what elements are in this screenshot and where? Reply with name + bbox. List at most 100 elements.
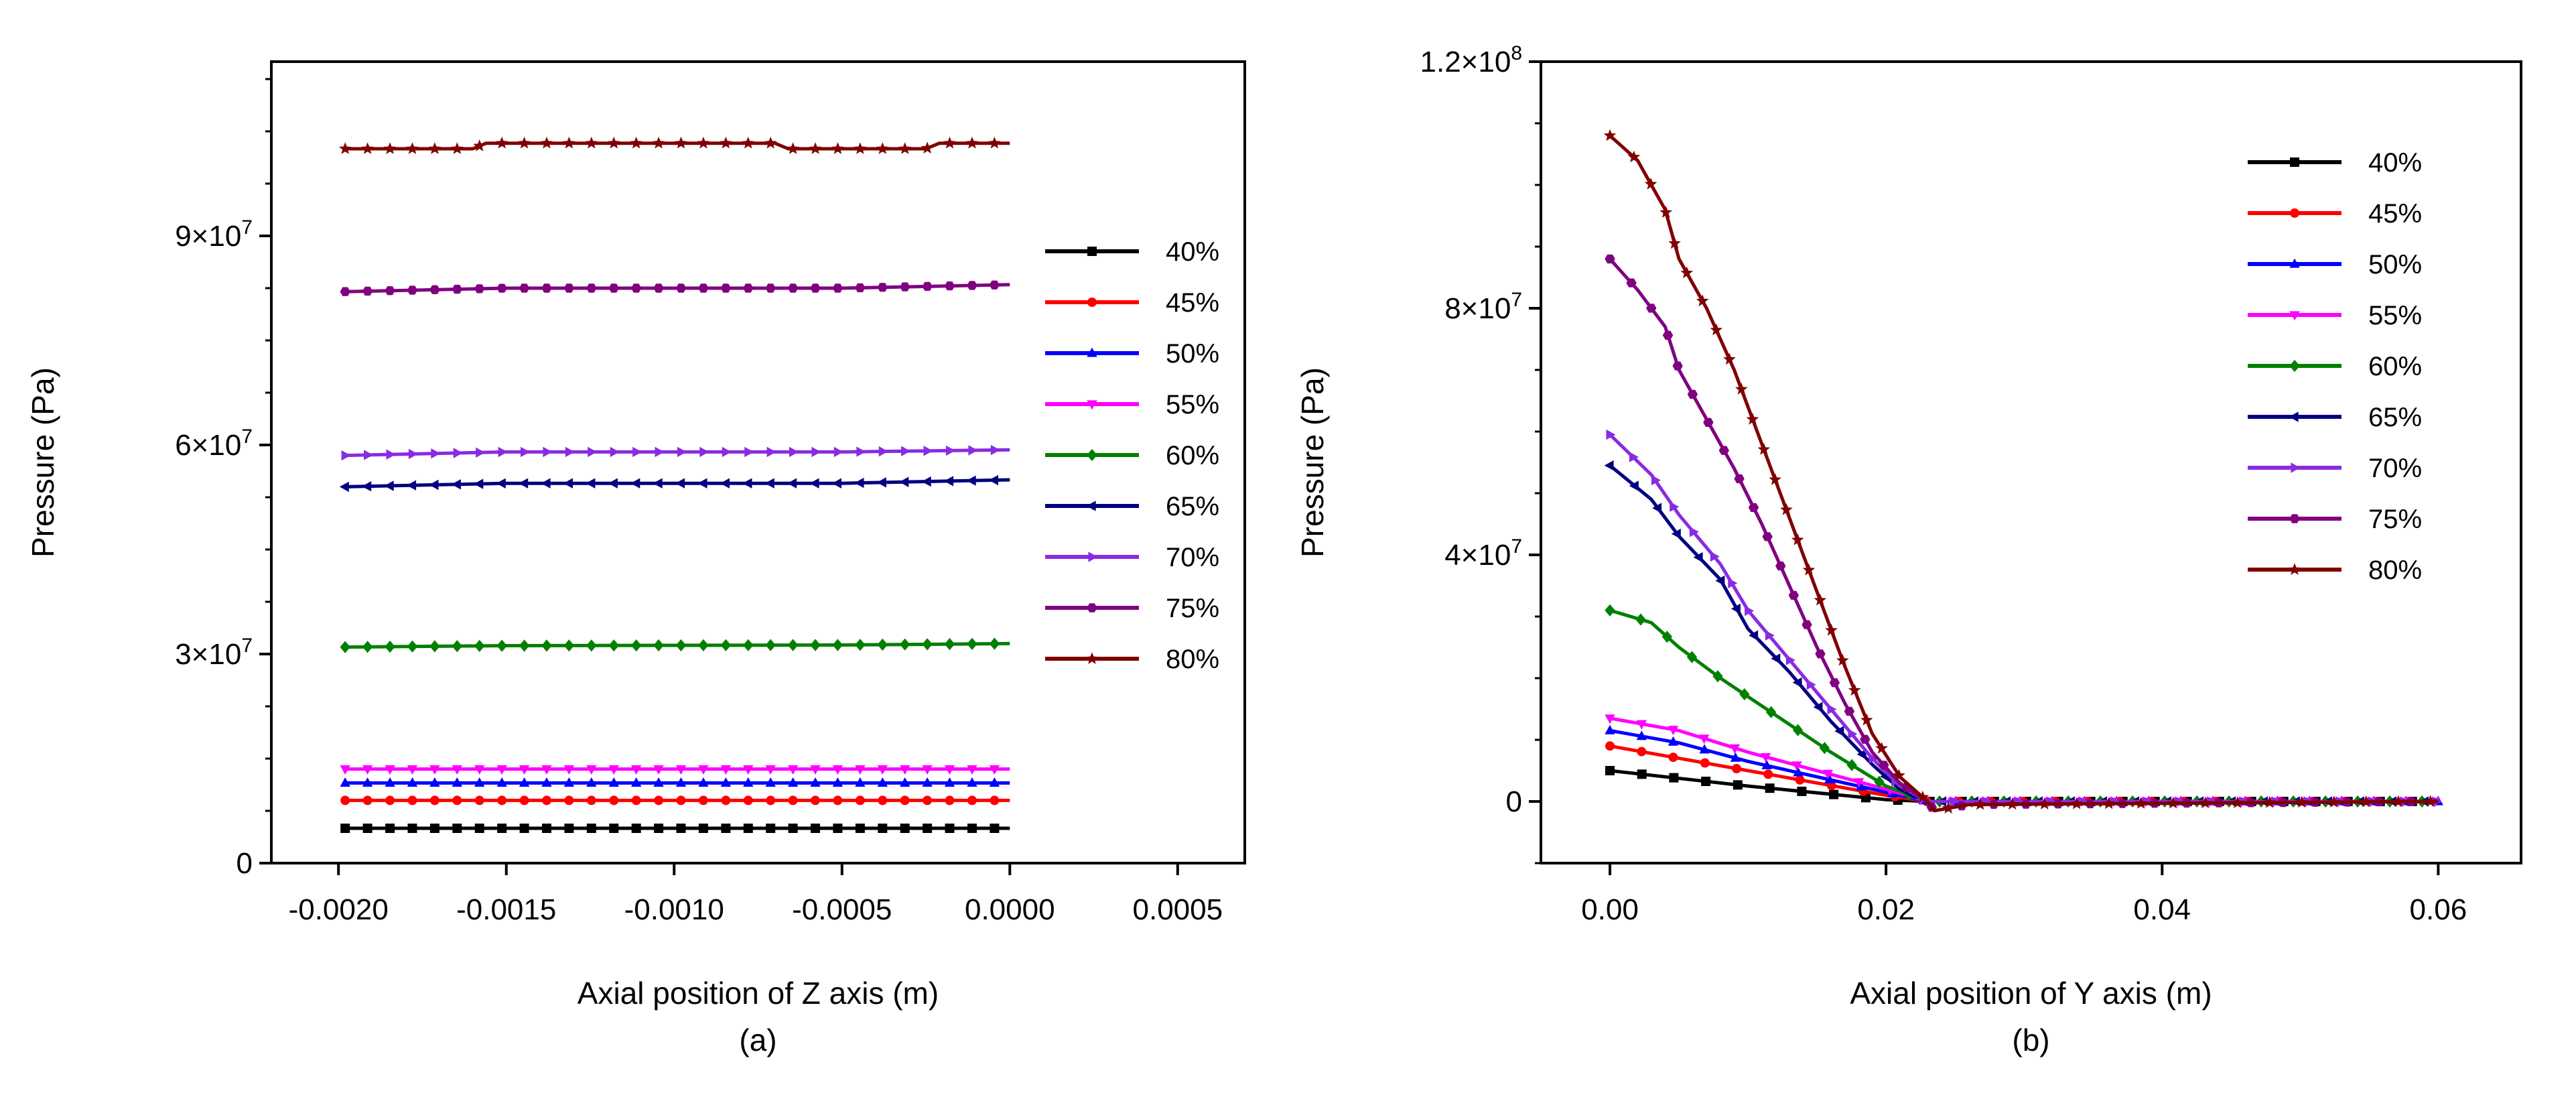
data-point: [990, 824, 1000, 833]
data-point: [923, 446, 933, 456]
data-point: [811, 446, 821, 458]
legend-entry: 55%: [2248, 301, 2422, 330]
data-point: [877, 765, 888, 775]
series-70-percent: [1606, 429, 2442, 807]
data-point: [1696, 294, 1709, 307]
data-point: [1788, 590, 1799, 600]
data-point: [565, 446, 575, 458]
data-point: [362, 824, 372, 833]
data-point: [362, 641, 373, 653]
data-point: [876, 142, 889, 154]
data-point: [1605, 254, 1615, 264]
data-point: [989, 474, 998, 486]
data-point: [452, 765, 462, 775]
data-point: [967, 795, 977, 805]
data-point: [944, 765, 955, 775]
data-point: [1802, 620, 1812, 629]
data-point: [1715, 575, 1725, 586]
data-point: [855, 777, 866, 787]
data-point: [496, 478, 506, 489]
x-tick-label: 0.06: [2410, 893, 2467, 926]
data-point: [1671, 528, 1681, 539]
data-point: [944, 476, 954, 487]
data-point: [429, 640, 440, 653]
data-point: [923, 795, 933, 805]
data-point: [698, 765, 709, 775]
data-point: [586, 824, 596, 833]
data-point: [519, 824, 529, 833]
legend-entry: 80%: [1045, 645, 1219, 674]
data-point: [406, 142, 419, 154]
data-point: [697, 478, 707, 489]
data-point: [922, 638, 933, 651]
series-60-percent: [340, 637, 1010, 653]
y-tick-label: 9×107: [175, 216, 253, 253]
data-point: [1819, 742, 1830, 755]
x-tick-label: 0.0005: [1133, 893, 1223, 926]
data-point: [1860, 734, 1871, 744]
data-point: [1732, 764, 1741, 773]
legend-entry: 70%: [2248, 454, 2422, 483]
data-point: [1735, 383, 1748, 395]
data-point: [543, 446, 553, 458]
data-point: [720, 639, 732, 651]
data-point: [922, 777, 933, 787]
data-point: [1869, 753, 1879, 764]
data-point: [452, 640, 462, 653]
data-point: [765, 777, 776, 787]
data-point: [720, 765, 732, 775]
data-point: [2231, 796, 2244, 808]
data-point: [989, 637, 1000, 650]
data-point: [407, 285, 418, 295]
data-point: [965, 136, 979, 149]
data-point: [1699, 744, 1710, 754]
data-point: [1668, 736, 1679, 746]
data-point: [1797, 786, 1807, 796]
data-point: [1875, 742, 1888, 754]
data-point: [1693, 552, 1703, 563]
data-point: [742, 136, 755, 149]
data-point: [698, 283, 709, 293]
data-point: [1636, 720, 1647, 730]
data-point: [766, 446, 776, 458]
plot-frame: [270, 60, 1246, 864]
data-point: [428, 142, 442, 154]
data-point: [474, 478, 484, 489]
data-point: [967, 637, 977, 650]
data-point: [1669, 773, 1679, 783]
y-tick-label-base: 3×10: [175, 638, 241, 671]
data-point: [631, 777, 642, 787]
data-point: [608, 283, 619, 293]
series-line: [345, 141, 1010, 151]
data-point: [945, 824, 955, 833]
data-point: [944, 638, 955, 651]
data-point: [765, 765, 776, 775]
data-point: [519, 478, 529, 489]
data-point: [1844, 706, 1855, 716]
data-point: [900, 282, 910, 292]
data-point: [1627, 150, 1641, 163]
data-point: [832, 777, 843, 787]
y-tick-label-exponent: 8: [1511, 42, 1522, 64]
series-75-percent: [1605, 254, 2439, 813]
data-point: [609, 824, 619, 833]
data-point: [2360, 795, 2372, 808]
data-point: [631, 765, 642, 775]
y-tick-label-base: 6×10: [175, 429, 241, 462]
legend-swatch-marker: [1087, 603, 1097, 612]
panel-label: (b): [2012, 1023, 2049, 1057]
data-point: [1855, 781, 1867, 791]
data-point: [833, 824, 843, 833]
series-80-percent: [1603, 129, 2439, 814]
data-point: [1780, 503, 1793, 515]
data-point: [2134, 797, 2147, 809]
y-tick-label: 6×107: [175, 426, 253, 462]
series-55-percent: [340, 765, 1010, 775]
legend-entry: 60%: [1045, 441, 1219, 470]
data-point: [765, 283, 776, 293]
data-point: [407, 795, 417, 805]
legend-swatch-marker: [1087, 347, 1097, 357]
data-point: [1739, 688, 1750, 701]
x-tick-label: -0.0010: [624, 893, 724, 926]
data-point: [967, 777, 977, 787]
